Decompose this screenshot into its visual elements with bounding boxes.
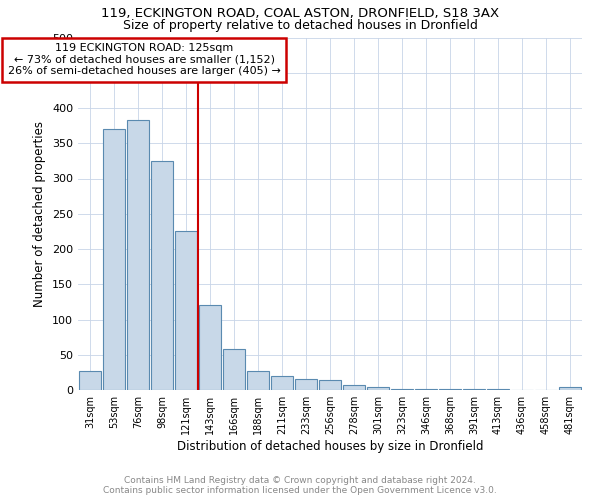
Bar	[79, 371, 101, 390]
Text: Contains HM Land Registry data © Crown copyright and database right 2024.
Contai: Contains HM Land Registry data © Crown c…	[103, 476, 497, 495]
Bar	[247, 371, 269, 390]
Bar	[367, 387, 389, 390]
Text: 119 ECKINGTON ROAD: 125sqm
← 73% of detached houses are smaller (1,152)
26% of s: 119 ECKINGTON ROAD: 125sqm ← 73% of deta…	[8, 43, 280, 76]
Bar	[319, 380, 341, 390]
Bar	[175, 232, 197, 390]
Bar	[271, 376, 293, 390]
Bar	[415, 388, 437, 390]
Bar	[223, 349, 245, 390]
Bar	[559, 387, 581, 390]
Text: 119, ECKINGTON ROAD, COAL ASTON, DRONFIELD, S18 3AX: 119, ECKINGTON ROAD, COAL ASTON, DRONFIE…	[101, 8, 499, 20]
Y-axis label: Number of detached properties: Number of detached properties	[34, 120, 46, 306]
X-axis label: Distribution of detached houses by size in Dronfield: Distribution of detached houses by size …	[177, 440, 483, 453]
Bar	[343, 385, 365, 390]
Bar	[103, 129, 125, 390]
Bar	[151, 161, 173, 390]
Text: Size of property relative to detached houses in Dronfield: Size of property relative to detached ho…	[122, 18, 478, 32]
Bar	[295, 380, 317, 390]
Bar	[391, 388, 413, 390]
Bar	[199, 306, 221, 390]
Bar	[127, 120, 149, 390]
